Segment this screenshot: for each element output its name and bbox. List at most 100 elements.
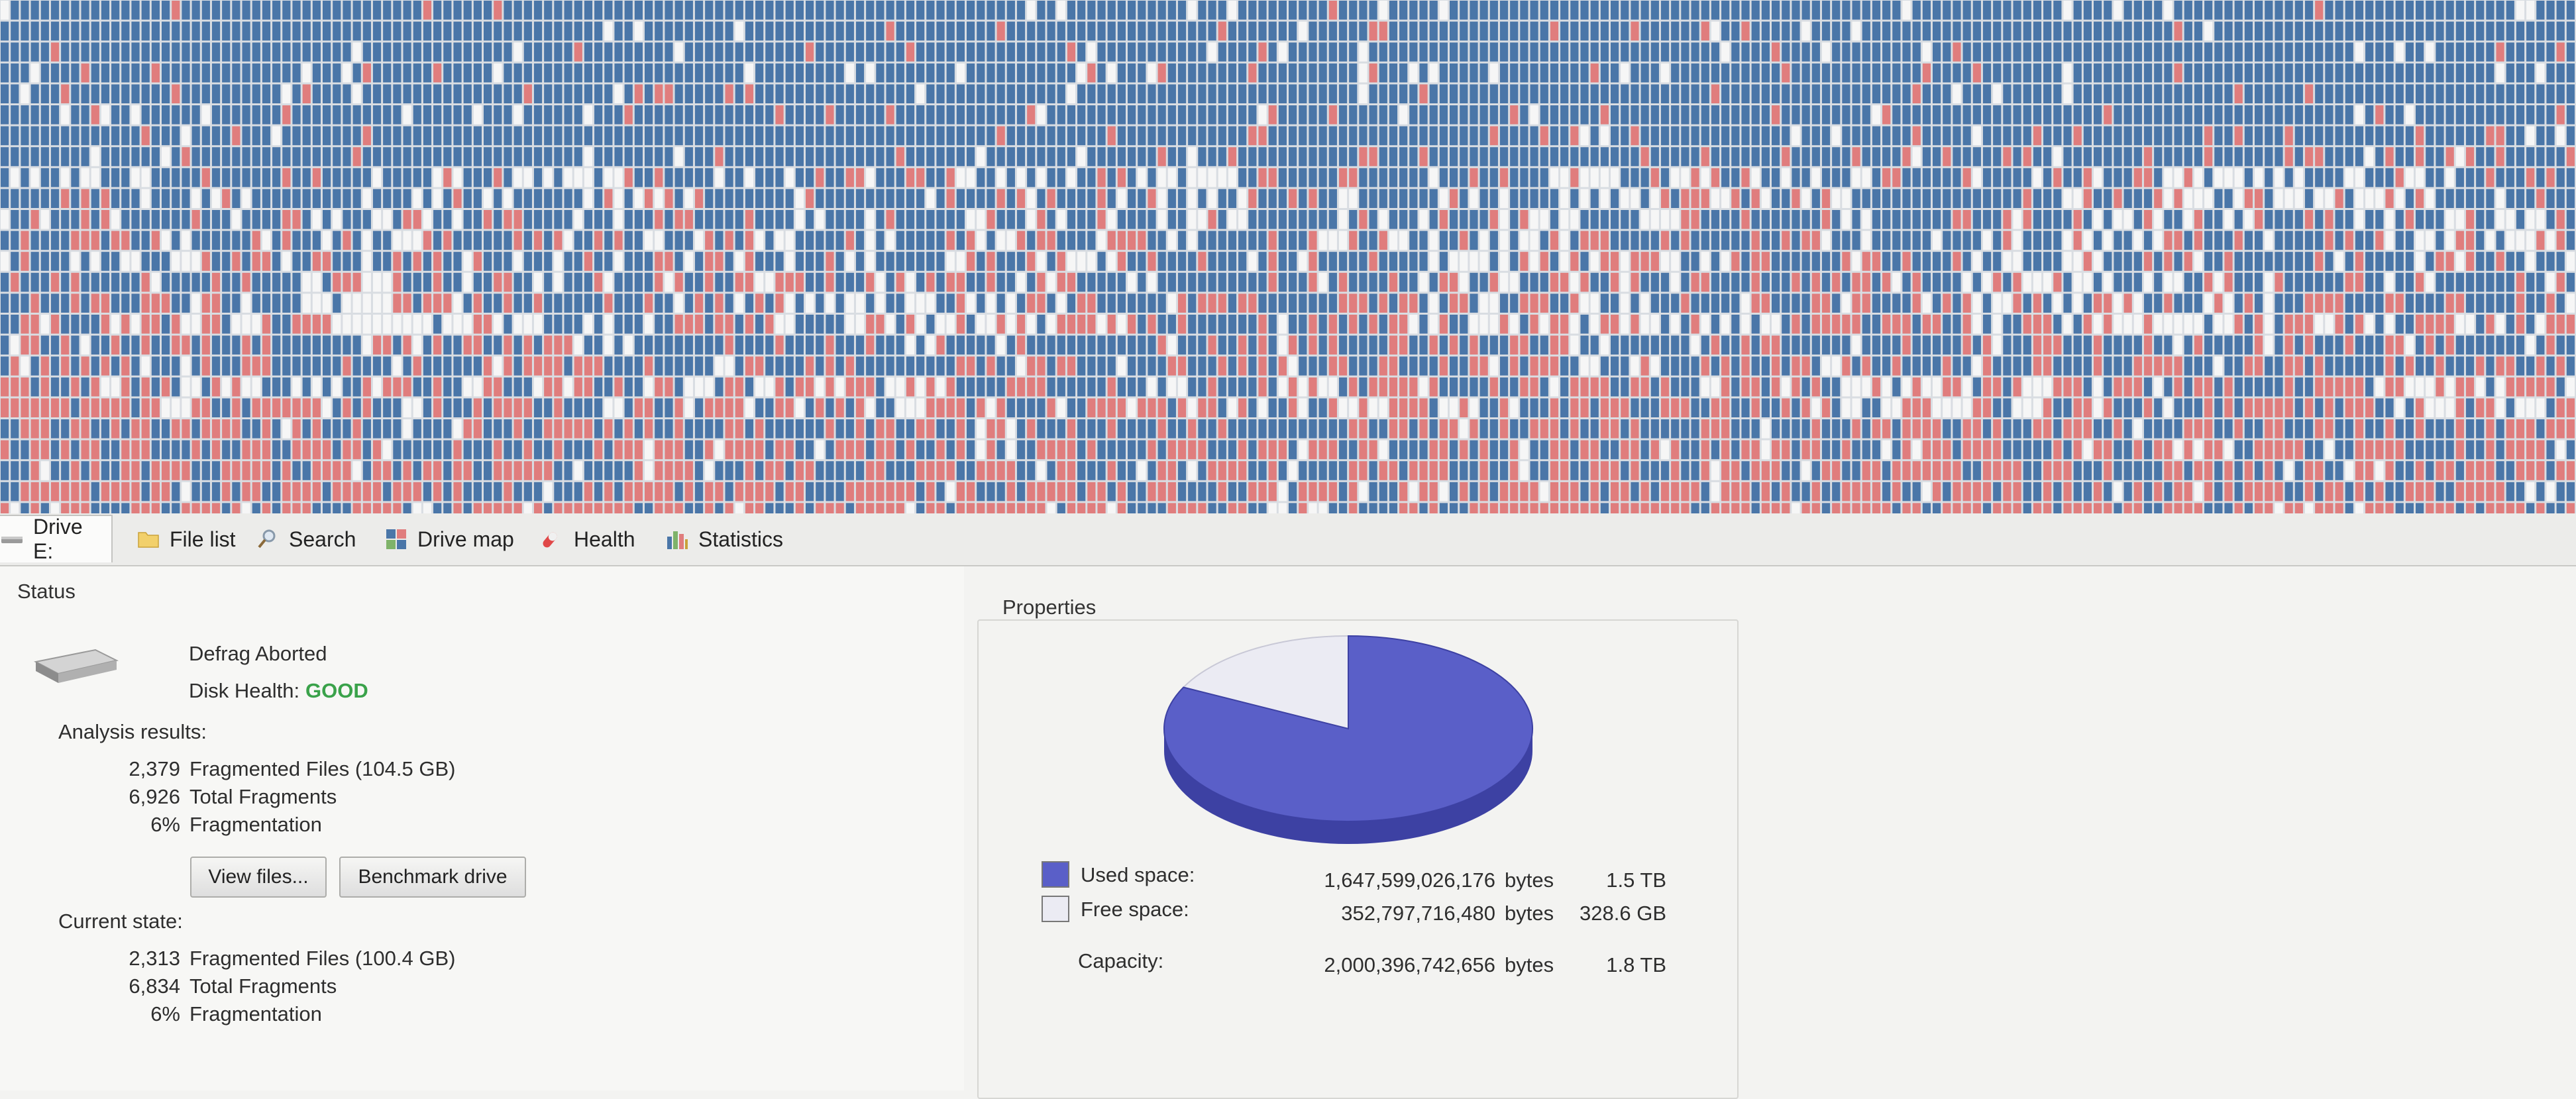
drive-map-block: [1450, 231, 1458, 250]
drive-map-block: [383, 147, 392, 166]
drive-map-block: [2304, 84, 2314, 103]
drive-map-block: [2214, 377, 2223, 397]
drive-map-block: [1419, 84, 1428, 103]
drive-map-block: [2104, 377, 2112, 397]
drive-map-block: [1429, 210, 1438, 229]
drive-map-block: [674, 335, 683, 355]
drive-map-block: [1862, 105, 1870, 125]
drive-map-block: [1107, 1, 1116, 20]
drive-map-block: [2506, 272, 2514, 292]
drive-map-block: [765, 168, 774, 187]
drive-map-block: [2265, 315, 2273, 334]
drive-map-block: [2465, 293, 2475, 313]
drive-map-block: [2315, 105, 2324, 125]
drive-map-block: [1289, 84, 1297, 103]
drive-map-block: [2566, 126, 2575, 146]
drive-map-block: [1801, 147, 1810, 166]
drive-map-block: [1650, 335, 1659, 355]
drive-map-block: [423, 84, 432, 103]
drive-map-block: [151, 1, 160, 20]
drive-map-block: [1892, 63, 1901, 83]
drive-map-block: [1741, 42, 1750, 62]
drive-map-block: [1560, 356, 1569, 376]
drive-map-block: [2255, 231, 2263, 250]
drive-map-block: [1701, 147, 1709, 166]
drive-map-block: [2566, 210, 2575, 229]
drive-map-block: [1450, 21, 1458, 41]
drive-map-block: [40, 315, 49, 334]
drive-map-block: [403, 315, 411, 334]
drive-map-block: [1047, 398, 1055, 417]
drive-map-block: [916, 356, 925, 376]
drive-map-block: [1399, 126, 1408, 146]
drive-map-block: [2455, 293, 2464, 313]
drive-map-block: [2013, 105, 2021, 125]
drive-map-block: [2204, 293, 2213, 313]
drive-map-block: [765, 105, 774, 125]
drive-map-block: [1167, 272, 1176, 292]
drive-map-block: [1650, 252, 1659, 271]
drive-map-block: [1328, 377, 1337, 397]
drive-map-block: [645, 21, 653, 41]
drive-map-block: [1660, 210, 1670, 229]
drive-map-block: [2013, 252, 2021, 271]
drive-map-block: [1429, 42, 1438, 62]
drive-map-block: [1621, 315, 1629, 334]
drive-map-block: [1842, 272, 1851, 292]
drive-map-block: [1016, 356, 1026, 376]
drive-map-block: [504, 84, 512, 103]
drive-map-block: [1902, 189, 1911, 208]
drive-map-block: [494, 84, 502, 103]
drive-map-block: [2114, 168, 2122, 187]
drive-map-block: [2154, 252, 2163, 271]
drive-map-block: [1520, 84, 1529, 103]
drive-map-block: [484, 398, 492, 417]
drive-map-block: [333, 168, 341, 187]
drive-map-block: [1520, 21, 1529, 41]
drive-map-block: [1309, 315, 1317, 334]
drive-map-block: [1, 63, 9, 83]
drive-map-block: [362, 231, 371, 250]
drive-map-block: [1419, 252, 1428, 271]
drive-map-block: [2255, 377, 2263, 397]
drive-map-block: [172, 335, 180, 355]
drive-map-block: [866, 335, 875, 355]
drive-map-block: [1993, 252, 2002, 271]
drive-map-block: [1027, 272, 1036, 292]
drive-map-block: [2094, 21, 2102, 41]
drive-map-block: [1258, 252, 1267, 271]
drive-map-block: [977, 272, 985, 292]
drive-map-block: [1499, 84, 1509, 103]
drive-map[interactable]: [0, 0, 2576, 523]
drive-map-block: [765, 147, 774, 166]
drive-map-block: [2325, 147, 2334, 166]
drive-map-block: [2114, 21, 2122, 41]
drive-map-block: [1218, 42, 1226, 62]
drive-map-block: [2445, 105, 2454, 125]
drive-map-block: [574, 168, 582, 187]
drive-map-block: [1962, 272, 1971, 292]
drive-map-block: [564, 63, 572, 83]
drive-map-block: [1198, 1, 1207, 20]
drive-map-block: [745, 105, 754, 125]
drive-map-block: [584, 231, 593, 250]
drive-map-block: [1299, 21, 1307, 41]
drive-map-block: [1510, 315, 1519, 334]
drive-map-block: [1731, 63, 1740, 83]
drive-map-block: [2133, 42, 2142, 62]
drive-map-block: [2315, 293, 2324, 313]
drive-map-block: [694, 377, 704, 397]
drive-map-block: [463, 315, 472, 334]
drive-map-block: [1369, 231, 1377, 250]
drive-map-block: [2053, 315, 2062, 334]
drive-map-block: [352, 84, 361, 103]
drive-map-block: [272, 63, 281, 83]
drive-map-block: [2083, 21, 2092, 41]
drive-map-block: [2194, 42, 2203, 62]
drive-map-block: [946, 105, 955, 125]
drive-map-block: [111, 21, 120, 41]
drive-map-block: [594, 335, 603, 355]
drive-map-block: [1470, 252, 1478, 271]
drive-map-block: [30, 42, 39, 62]
drive-map-block: [725, 189, 733, 208]
